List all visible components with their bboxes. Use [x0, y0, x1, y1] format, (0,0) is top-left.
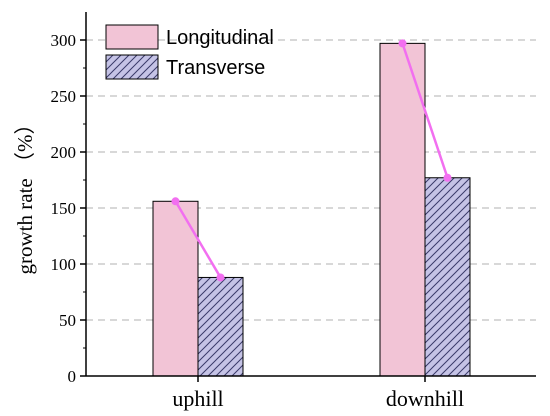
x-tick-label-downhill: downhill [386, 386, 464, 411]
y-tick-label: 300 [51, 31, 77, 50]
y-tick-label: 100 [51, 255, 77, 274]
legend-label-longitudinal: Longitudinal [166, 27, 274, 49]
y-axis-title: growth rate （%） [13, 114, 37, 275]
y-tick-label: 0 [68, 367, 77, 386]
y-tick-label: 50 [59, 311, 76, 330]
x-tick-label-uphill: uphill [172, 386, 223, 411]
connector-marker [398, 39, 407, 48]
tick-labels: 0 50 100 150 200 250 300 uphill downhill [51, 31, 465, 411]
bar-transverse-downhill [424, 177, 471, 377]
connector-line-downhill [401, 42, 449, 179]
axes [85, 12, 536, 377]
connector-marker [216, 273, 225, 282]
bars [152, 42, 471, 377]
y-tick-label: 200 [51, 143, 77, 162]
bar-transverse-uphill [197, 276, 244, 377]
legend-swatch-longitudinal [105, 24, 159, 50]
y-tick-label: 150 [51, 199, 77, 218]
connector-lines [171, 39, 452, 282]
y-tick-label: 250 [51, 87, 77, 106]
connector-marker [443, 173, 452, 182]
legend-swatch-transverse [105, 54, 159, 80]
bar-longitudinal-uphill [152, 200, 199, 377]
connector-marker [171, 197, 180, 206]
legend-label-transverse: Transverse [166, 57, 265, 79]
legend: Longitudinal Transverse [105, 24, 274, 80]
connector-line-uphill [174, 200, 222, 279]
